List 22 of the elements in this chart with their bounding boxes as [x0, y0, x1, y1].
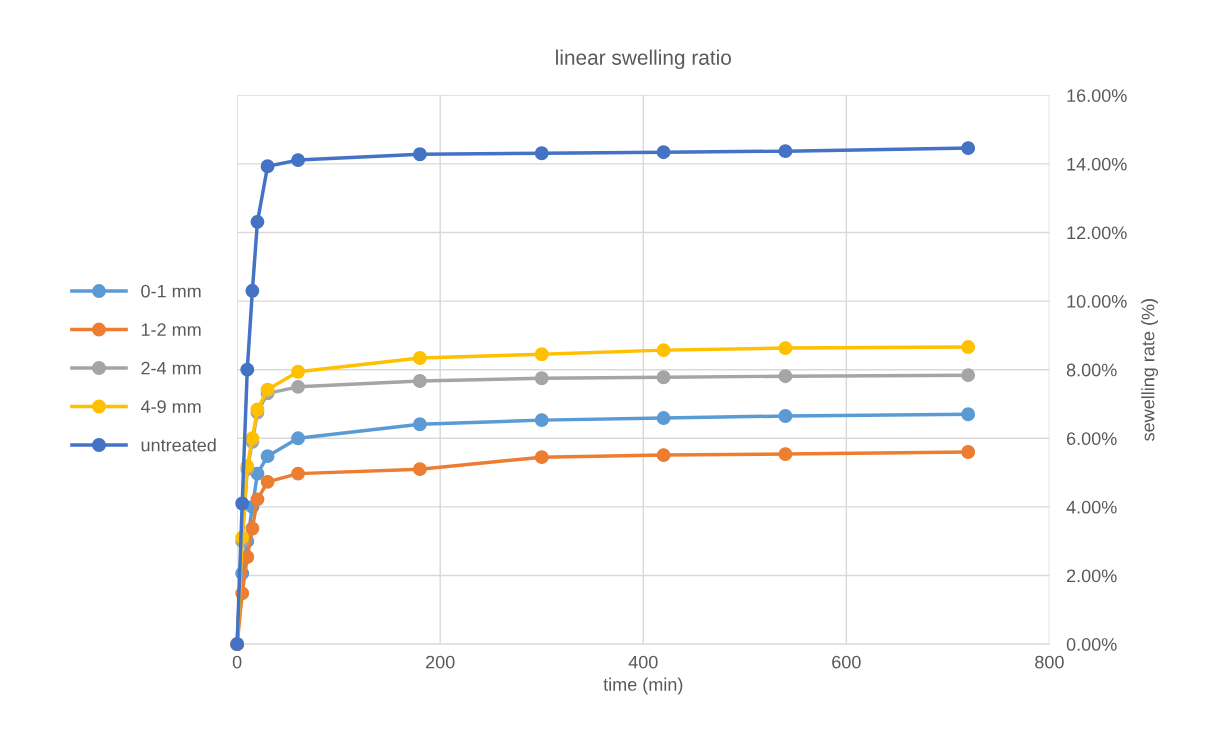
chart-title: linear swelling ratio [556, 49, 731, 70]
x-tick-label: 400 [628, 655, 658, 669]
y2-tick-label: 6.00% [1066, 432, 1117, 446]
legend-label: untreated [141, 438, 216, 452]
x-tick-label: 0 [232, 655, 242, 669]
y2-axis-title: sewelling rate (%) [1141, 299, 1159, 441]
y2-tick-label: 10.00% [1067, 295, 1127, 308]
y2-tick-label: 14.00% [1067, 157, 1127, 171]
legend-label: 4-9 mm [140, 400, 201, 414]
y2-tick-label: 4.00% [1066, 500, 1117, 514]
x-tick-label: 800 [1035, 655, 1064, 669]
y2-tick-label: 0.00% [1066, 638, 1117, 651]
legend-label: 0-1 mm [141, 284, 201, 298]
y2-tick-label: 2.00% [1066, 569, 1117, 583]
legend-label: 1-2 mm [141, 323, 201, 336]
y2-tick-label: 16.00% [1067, 89, 1127, 102]
x-tick-label: 200 [426, 655, 455, 669]
legend-label: 2-4 mm [141, 361, 201, 375]
y2-tick-label: 12.00% [1067, 226, 1127, 240]
x-axis-title: time (min) [603, 677, 683, 695]
x-tick-label: 600 [832, 655, 861, 669]
y2-tick-label: 8.00% [1066, 363, 1117, 377]
